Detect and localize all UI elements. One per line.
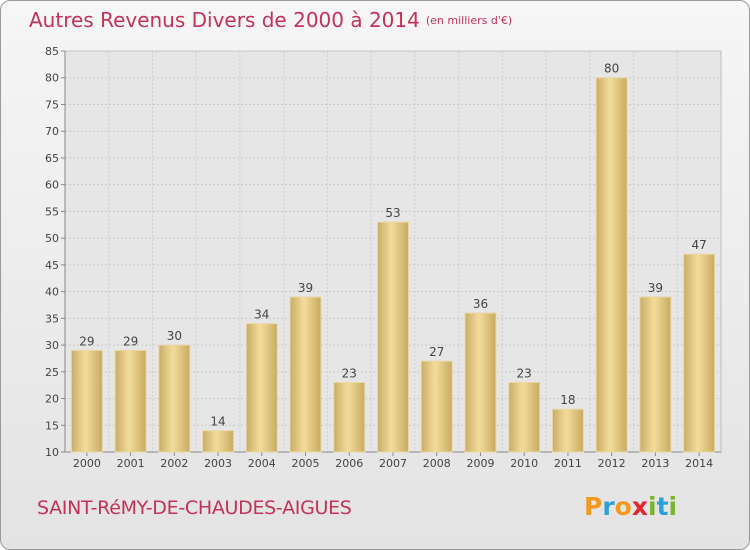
title-unit: (en milliers d'€): [425, 14, 513, 27]
x-tick-label: 2001: [117, 457, 145, 470]
x-tick-label: 2013: [641, 457, 669, 470]
x-tick-label: 2010: [510, 457, 538, 470]
y-tick-label: 60: [45, 179, 59, 192]
bar-value-label: 23: [517, 366, 532, 380]
bar-value-label: 47: [691, 238, 706, 252]
bar: [595, 77, 628, 453]
x-tick-label: 2011: [554, 457, 582, 470]
y-tick-label: 10: [45, 446, 59, 459]
x-tick-label: 2006: [335, 457, 363, 470]
logo-letter: x: [631, 492, 648, 521]
bar-value-label: 14: [210, 415, 225, 429]
y-tick-label: 55: [45, 205, 59, 218]
bar-value-label: 29: [123, 334, 138, 348]
y-tick-label: 30: [45, 339, 59, 352]
x-tick-label: 2005: [292, 457, 320, 470]
bar-value-label: 18: [560, 393, 575, 407]
logo-letter: i: [668, 492, 678, 521]
bar: [639, 296, 672, 453]
x-tick-label: 2014: [685, 457, 713, 470]
bar-value-label: 23: [342, 366, 357, 380]
bar-value-label: 80: [604, 62, 619, 76]
x-tick-label: 2012: [598, 457, 626, 470]
bar-value-label: 53: [385, 206, 400, 220]
logo-letter: t: [656, 492, 669, 521]
logo-letter: o: [614, 492, 632, 521]
bar: [377, 221, 409, 453]
bar: [683, 253, 716, 453]
bar: [245, 323, 278, 453]
bar: [202, 430, 235, 453]
city-name: SAINT-RéMY-DE-CHAUDES-AIGUES: [37, 497, 352, 519]
y-tick-label: 80: [45, 72, 59, 85]
chart-title: Autres Revenus Divers de 2000 à 2014 (en …: [29, 8, 512, 32]
y-tick-label: 40: [45, 286, 59, 299]
y-tick-label: 85: [45, 45, 59, 58]
bar: [289, 296, 322, 453]
y-tick-label: 45: [45, 259, 59, 272]
bar: [114, 349, 147, 453]
bar: [333, 381, 366, 453]
y-tick-label: 75: [45, 98, 59, 111]
bar: [551, 408, 584, 453]
bar: [70, 349, 103, 453]
bar: [464, 312, 497, 453]
bar: [508, 381, 541, 453]
bar-value-label: 34: [254, 308, 269, 322]
logo-letter: P: [584, 492, 603, 521]
proxiti-logo: Proxiti: [584, 492, 677, 521]
x-tick-label: 2002: [160, 457, 188, 470]
logo-letter: r: [602, 492, 615, 521]
bar-value-label: 27: [429, 345, 444, 359]
y-tick-label: 25: [45, 366, 59, 379]
title-text: Autres Revenus Divers de 2000 à 2014: [29, 8, 420, 32]
x-tick-label: 2007: [379, 457, 407, 470]
bar-value-label: 36: [473, 297, 488, 311]
x-tick-label: 2003: [204, 457, 232, 470]
x-tick-label: 2004: [248, 457, 276, 470]
y-tick-label: 70: [45, 125, 59, 138]
x-tick-label: 2009: [466, 457, 494, 470]
bar-value-label: 29: [79, 334, 94, 348]
y-tick-label: 65: [45, 152, 59, 165]
bar-value-label: 39: [298, 281, 313, 295]
x-tick-label: 2000: [73, 457, 101, 470]
y-tick-label: 20: [45, 393, 59, 406]
y-tick-label: 15: [45, 419, 59, 432]
bar-value-label: 30: [167, 329, 182, 343]
y-tick-label: 50: [45, 232, 59, 245]
x-tick-label: 2008: [423, 457, 451, 470]
bar: [420, 360, 453, 453]
logo-letter: i: [648, 492, 657, 521]
bar: [158, 344, 191, 453]
y-tick-label: 35: [45, 312, 59, 325]
bar-value-label: 39: [648, 281, 663, 295]
